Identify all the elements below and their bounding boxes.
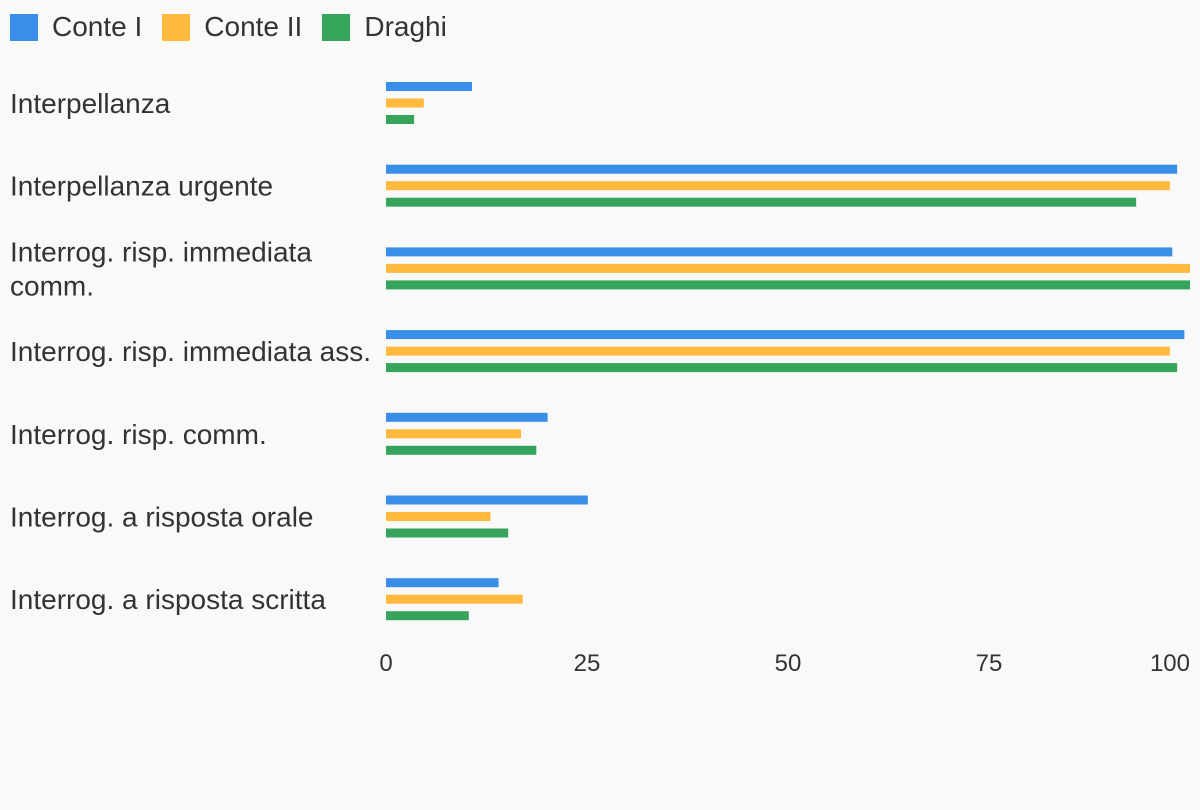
bar-conte-i[interactable] — [386, 247, 1173, 257]
legend-item-conte-ii[interactable]: Conte II — [162, 11, 302, 43]
bar-draghi[interactable] — [386, 115, 415, 124]
bar-conte-ii[interactable] — [386, 181, 1170, 191]
bar-conte-ii[interactable] — [386, 98, 424, 108]
legend-swatch-conte-ii — [162, 13, 191, 41]
bar-conte-i[interactable] — [386, 412, 548, 422]
bar-conte-ii[interactable] — [386, 594, 523, 604]
legend-item-conte-i[interactable]: Conte I — [10, 11, 142, 43]
bar-draghi[interactable] — [386, 280, 1190, 290]
bar-conte-i[interactable] — [386, 330, 1185, 340]
x-tick-label: 0 — [379, 650, 392, 677]
category-label: Interpellanza — [10, 88, 171, 119]
bar-conte-i[interactable] — [386, 164, 1178, 174]
category-label: Interrog. a risposta scritta — [10, 584, 326, 615]
bar-conte-i[interactable] — [386, 495, 588, 505]
legend: Conte I Conte II Draghi — [10, 10, 467, 44]
legend-label-conte-i: Conte I — [52, 11, 143, 42]
bar-conte-ii[interactable] — [386, 512, 491, 521]
bar-draghi[interactable] — [386, 611, 469, 621]
bar-draghi[interactable] — [386, 363, 1178, 373]
category-label: Interrog. risp. comm. — [10, 419, 267, 450]
bar-conte-i[interactable] — [386, 82, 473, 91]
category-label: Interrog. a risposta orale — [10, 502, 314, 533]
bar-draghi[interactable] — [386, 528, 509, 538]
legend-item-draghi[interactable]: Draghi — [322, 11, 447, 43]
bar-draghi[interactable] — [386, 445, 537, 455]
x-tick-label: 25 — [574, 650, 601, 677]
legend-label-draghi: Draghi — [364, 11, 447, 42]
x-tick-label: 50 — [775, 650, 802, 677]
legend-swatch-conte-i — [10, 13, 38, 41]
legend-label-conte-ii: Conte II — [204, 11, 303, 42]
bar-conte-i[interactable] — [386, 578, 499, 588]
bar-conte-ii[interactable] — [386, 346, 1170, 356]
x-tick-label: 100 — [1150, 650, 1190, 677]
category-label: Interrog. risp. immediata ass. — [10, 336, 371, 367]
bar-conte-ii[interactable] — [386, 429, 522, 439]
legend-swatch-draghi — [322, 13, 351, 41]
bar-conte-ii[interactable] — [386, 263, 1190, 273]
bar-draghi[interactable] — [386, 197, 1137, 207]
category-label: Interpellanza urgente — [10, 171, 273, 202]
x-tick-label: 75 — [976, 650, 1003, 677]
category-label: Interrog. risp. immediata comm. — [10, 236, 312, 301]
